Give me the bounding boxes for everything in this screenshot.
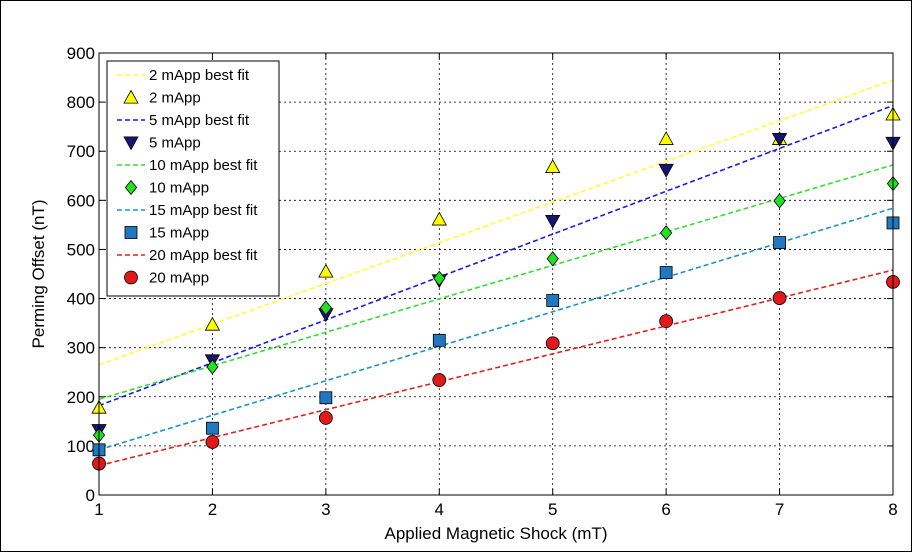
- fit-line: [98, 269, 894, 467]
- legend-entry-label: 2 mApp: [149, 90, 201, 107]
- y-tick-label: 500: [67, 240, 95, 259]
- data-point: [545, 336, 560, 351]
- y-tick-label: 700: [67, 142, 95, 161]
- x-axis-label: Applied Magnetic Shock (mT): [385, 524, 608, 543]
- data-point: [432, 333, 446, 347]
- legend-entry-label: 20 mApp: [149, 270, 209, 287]
- data-point: [658, 163, 674, 178]
- legend-entry-label: 5 mApp best fit: [149, 112, 250, 129]
- legend-entry-label: 15 mApp: [149, 225, 209, 242]
- x-tick-label: 2: [208, 500, 217, 519]
- legend-entry-label: 5 mApp: [149, 135, 201, 152]
- data-point: [658, 131, 674, 145]
- data-point: [205, 435, 220, 449]
- fit-line: [98, 207, 894, 451]
- legend-entry-label: 10 mApp best fit: [149, 157, 258, 174]
- legend-marker-swatch: [124, 179, 138, 196]
- data-point: [318, 263, 334, 278]
- data-point: [771, 132, 788, 147]
- legend-marker-swatch: [124, 226, 138, 239]
- ticks: 1 2 3 4 5 6 7 8 0 100 200 300 400 500 600 700 800 900: [67, 44, 898, 519]
- y-tick-label: 400: [67, 290, 95, 309]
- data-point: [545, 159, 561, 173]
- y-tick-label: 0: [86, 486, 95, 505]
- x-tick-label: 5: [548, 500, 557, 519]
- data-point: [546, 251, 559, 267]
- x-tick-label: 6: [661, 500, 670, 519]
- data-point: [206, 421, 219, 435]
- x-tick-label: 7: [775, 500, 784, 519]
- legend-entry-label: 20 mApp best fit: [149, 247, 258, 264]
- data-point: [432, 373, 447, 387]
- x-tick-label: 4: [435, 500, 444, 519]
- fit-line: [98, 104, 894, 407]
- data-point: [773, 193, 786, 209]
- data-point: [545, 214, 561, 229]
- data-point: [773, 236, 786, 249]
- y-tick-label: 600: [67, 191, 95, 210]
- data-point: [659, 266, 673, 279]
- fit-line: [98, 79, 894, 366]
- data-point: [206, 359, 219, 375]
- data-point: [772, 291, 787, 305]
- data-point: [433, 270, 446, 287]
- plot-border: [98, 52, 894, 496]
- legend-marker-swatch: [123, 136, 139, 151]
- data-point: [660, 225, 673, 241]
- legend-marker-swatch: [123, 89, 139, 104]
- data-point: [546, 294, 560, 307]
- data-point: [431, 211, 447, 226]
- data-point: [318, 410, 333, 425]
- y-tick-label: 100: [67, 437, 95, 456]
- data-point: [204, 316, 221, 331]
- data-point: [319, 391, 333, 405]
- legend-entry-label: 10 mApp: [149, 180, 209, 197]
- data-point: [659, 314, 674, 329]
- x-tick-label: 8: [888, 500, 897, 519]
- x-tick-label: 1: [94, 500, 103, 519]
- legend-marker-swatch: [124, 270, 138, 285]
- legend-entry-label: 2 mApp best fit: [149, 67, 250, 84]
- y-axis-label: Perming Offset (nT): [29, 200, 48, 349]
- legend: 2 mApp best fit 2 mApp 5 mApp best fit 5 mA…: [106, 60, 280, 297]
- y-tick-label: 800: [67, 93, 95, 112]
- fit-line: [98, 164, 894, 401]
- y-tick-label: 900: [67, 44, 95, 63]
- legend-entry-label: 15 mApp best fit: [149, 202, 258, 219]
- y-tick-label: 300: [67, 339, 95, 358]
- x-tick-label: 3: [321, 500, 330, 519]
- data-point: [319, 300, 332, 316]
- y-tick-label: 200: [67, 388, 95, 407]
